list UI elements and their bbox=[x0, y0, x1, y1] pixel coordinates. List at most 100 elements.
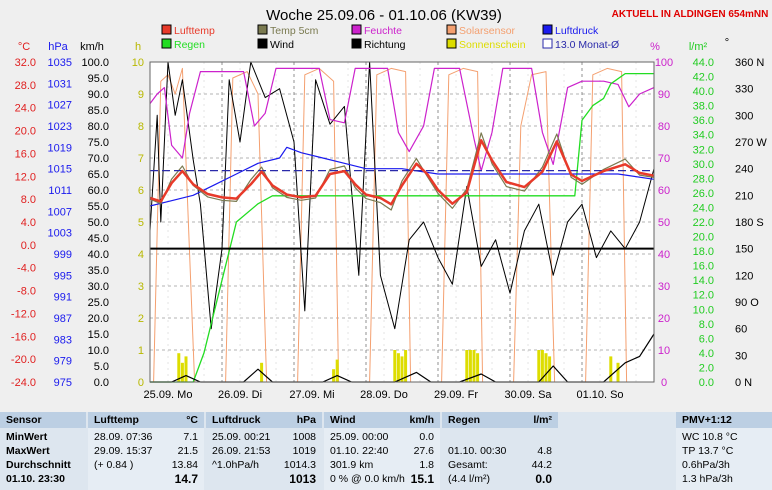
tick-label-sun: 5 bbox=[138, 217, 144, 229]
tick-label-wind: 35.0 bbox=[88, 265, 109, 277]
tick-label-rain: 36.0 bbox=[693, 115, 714, 127]
tick-label-wind: 95.0 bbox=[88, 73, 109, 85]
legend-swatch-9 bbox=[542, 38, 553, 49]
bar-sonnenschein bbox=[540, 350, 544, 382]
wind-avg-value: 1.8 bbox=[419, 459, 434, 471]
tick-label-wind: 90.0 bbox=[88, 89, 109, 101]
chart-series bbox=[149, 61, 655, 383]
luftdruck-max-value: 1019 bbox=[292, 445, 316, 457]
tick-label-temp: -16.0 bbox=[11, 331, 36, 343]
tick-label-sun: 2 bbox=[138, 313, 144, 325]
tick-label-temp: 8.0 bbox=[21, 194, 36, 206]
tick-label-sun: 6 bbox=[138, 185, 144, 197]
legend-swatch-6 bbox=[257, 38, 268, 49]
legend-swatch-5 bbox=[161, 38, 172, 49]
legend-label-6: Wind bbox=[270, 39, 294, 51]
tick-label-temp: -12.0 bbox=[11, 308, 36, 320]
tick-label-temp: 16.0 bbox=[15, 148, 36, 160]
bar-sonnenschein bbox=[468, 350, 472, 382]
axis-header-sun: h bbox=[135, 41, 141, 53]
tick-label-wind: 55.0 bbox=[88, 201, 109, 213]
lufttemp-avg-note: (+ 0.84 ) bbox=[94, 459, 134, 471]
luftdruck-current-value: 1013 bbox=[289, 472, 316, 486]
x-day-label: 26.09. Di bbox=[218, 389, 262, 401]
tick-label-rain: 2.0 bbox=[699, 362, 714, 374]
tick-label-temp: 32.0 bbox=[15, 57, 36, 69]
legend: Lufttemp Temp 5cm Feuchte Solarsensor Luftdr… bbox=[161, 24, 619, 51]
tick-label-direction: 0 N bbox=[735, 377, 752, 389]
pmv-dewpoint: TP 13.7 °C bbox=[682, 445, 734, 457]
tick-label-rain: 6.0 bbox=[699, 333, 714, 345]
wind-min-value: 0.0 bbox=[419, 431, 434, 443]
left-axes: 32.028.024.020.016.012.08.04.00.0-4.0-8.… bbox=[11, 57, 144, 389]
tick-label-rain: 18.0 bbox=[693, 246, 714, 258]
regen-max-time: 01.10. 00:30 bbox=[448, 445, 507, 457]
legend-swatch-0 bbox=[161, 24, 172, 35]
lufttemp-avg-value: 13.84 bbox=[171, 459, 198, 471]
wind-max-time: 01.10. 22:40 bbox=[330, 445, 389, 457]
tick-label-wind: 10.0 bbox=[88, 345, 109, 357]
x-day-label: 30.09. Sa bbox=[504, 389, 552, 401]
regen-header: Regen bbox=[448, 414, 481, 426]
tick-label-direction: 150 bbox=[735, 244, 753, 256]
tick-label-wind: 15.0 bbox=[88, 329, 109, 341]
chart-title: Woche 25.09.06 - 01.10.06 (KW39) bbox=[266, 7, 502, 24]
tick-label-wind: 5.0 bbox=[94, 361, 109, 373]
luftdruck-min-time: 25.09. 00:21 bbox=[212, 431, 271, 443]
legend-label-1: Temp 5cm bbox=[270, 25, 319, 37]
tick-label-direction: 330 bbox=[735, 84, 753, 96]
x-day-label: 25.09. Mo bbox=[144, 389, 193, 401]
tick-label-rain: 24.0 bbox=[693, 202, 714, 214]
legend-label-4: Luftdruck bbox=[555, 25, 599, 37]
tick-label-rain: 14.0 bbox=[693, 275, 714, 287]
location-label: AKTUELL IN ALDINGEN 654mNN bbox=[612, 9, 769, 20]
tick-label-humidity: 30 bbox=[658, 281, 670, 293]
tick-label-wind: 70.0 bbox=[88, 153, 109, 165]
lufttemp-min-time: 28.09. 07:36 bbox=[94, 431, 153, 443]
bar-sonnenschein bbox=[396, 353, 400, 382]
tick-label-temp: 0.0 bbox=[21, 240, 36, 252]
luftdruck-unit: hPa bbox=[296, 414, 316, 426]
wind-unit: km/h bbox=[409, 414, 434, 426]
regen-total-value: 44.2 bbox=[531, 459, 552, 471]
tick-label-pressure: 1031 bbox=[48, 78, 72, 90]
legend-label-9: 13.0 Monat-Ø bbox=[555, 39, 619, 51]
pmv-windchill: WC 10.8 °C bbox=[682, 431, 738, 443]
regen-max-value: 4.8 bbox=[537, 445, 552, 457]
grid-lines bbox=[150, 62, 654, 382]
pmv-column: PMV+1:12 WC 10.8 °C TP 13.7 °C 0.6hPa/3h… bbox=[676, 412, 772, 490]
row-label-avg: Durchschnitt bbox=[6, 459, 71, 471]
pmv-header: PMV+1:12 bbox=[682, 414, 732, 426]
lufttemp-column: Lufttemp °C 28.09. 07:36 7.1 29.09. 15:3… bbox=[88, 412, 204, 490]
legend-swatch-4 bbox=[542, 24, 553, 35]
bar-sonnenschein bbox=[393, 350, 397, 382]
bar-sonnenschein bbox=[472, 350, 476, 382]
x-day-label: 01.10. So bbox=[576, 389, 623, 401]
legend-swatch-3 bbox=[446, 24, 457, 35]
tick-label-sun: 0 bbox=[138, 377, 144, 389]
tick-label-pressure: 995 bbox=[54, 270, 72, 282]
tick-label-humidity: 10 bbox=[658, 345, 670, 357]
tick-label-temp: -8.0 bbox=[17, 286, 36, 298]
tick-label-direction: 30 bbox=[735, 350, 747, 362]
tick-label-direction: 60 bbox=[735, 324, 747, 336]
wind-distance: 301.9 km bbox=[330, 459, 374, 471]
tick-label-wind: 65.0 bbox=[88, 169, 109, 181]
bar-sonnenschein bbox=[537, 350, 541, 382]
luftdruck-min-value: 1008 bbox=[292, 431, 316, 443]
bar-sonnenschein bbox=[609, 356, 613, 382]
pmv-pressure-trend-2: 1.3 hPa/3h bbox=[682, 473, 733, 485]
tick-label-temp: 4.0 bbox=[21, 217, 36, 229]
tick-label-humidity: 100 bbox=[655, 57, 673, 69]
tick-label-direction: 210 bbox=[735, 190, 753, 202]
tick-label-pressure: 1035 bbox=[48, 57, 72, 69]
tick-label-rain: 10.0 bbox=[693, 304, 714, 316]
tick-label-humidity: 0 bbox=[661, 377, 667, 389]
tick-label-humidity: 60 bbox=[658, 185, 670, 197]
legend-label-8: Sonnenschein bbox=[459, 39, 526, 51]
lufttemp-unit: °C bbox=[186, 414, 198, 426]
tick-label-pressure: 1003 bbox=[48, 228, 72, 240]
tick-label-wind: 45.0 bbox=[88, 233, 109, 245]
bar-sonnenschein bbox=[180, 362, 184, 382]
tick-label-wind: 80.0 bbox=[88, 121, 109, 133]
